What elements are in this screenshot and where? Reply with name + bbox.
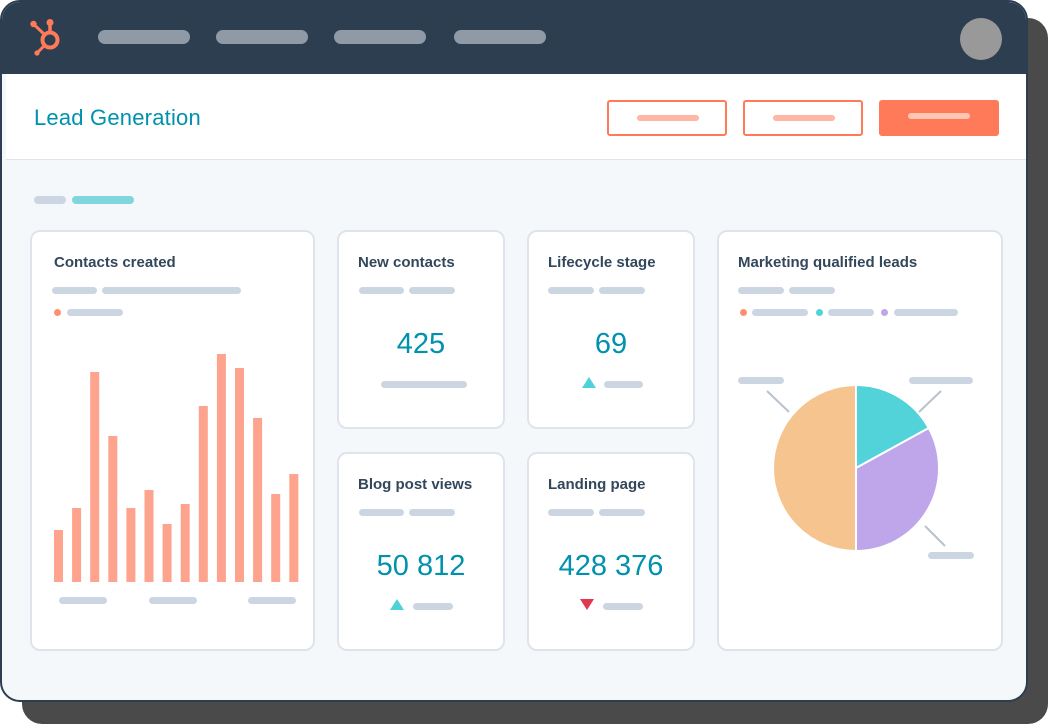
nav-item-2[interactable]: [216, 30, 308, 44]
triangle-down-icon: [580, 599, 594, 610]
bar-1: [54, 530, 63, 582]
mql-card: Marketing qualified leads: [717, 230, 1003, 651]
trend-label-placeholder: [603, 603, 643, 610]
metric-value: 428 376: [558, 550, 664, 582]
button-label-placeholder: [637, 115, 699, 121]
hubspot-sprocket-icon[interactable]: [28, 18, 66, 56]
bar-3: [90, 372, 100, 582]
bar-9: [198, 406, 208, 582]
subtitle-placeholder: [409, 509, 455, 516]
legend-dot-orange: [740, 309, 747, 316]
legend-dot-purple: [881, 309, 888, 316]
pie-callout-label-placeholder: [909, 377, 973, 384]
x-axis-label-placeholder: [149, 597, 197, 604]
breadcrumb-segment-active[interactable]: [72, 196, 134, 204]
bar-12: [253, 418, 263, 582]
trend-label-placeholder: [604, 381, 643, 388]
metric-value: 425: [396, 328, 446, 360]
card-title: Landing page: [548, 476, 646, 493]
metric-caption-placeholder: [381, 381, 467, 388]
bar-14: [289, 474, 299, 582]
pie-callout-line: [924, 525, 946, 547]
subtitle-placeholder: [548, 287, 594, 294]
bar-11: [235, 368, 244, 582]
subtitle-placeholder: [102, 287, 241, 294]
lifecycle-stage-card: Lifecycle stage 69: [527, 230, 695, 429]
subtitle-placeholder: [738, 287, 784, 294]
pie-callout-label-placeholder: [928, 552, 974, 559]
app-window: Lead Generation Contacts created New con…: [0, 0, 1028, 702]
subtitle-placeholder: [789, 287, 835, 294]
header-button-1[interactable]: [607, 100, 727, 136]
triangle-up-icon: [582, 377, 596, 388]
mql-pie-chart: [766, 383, 946, 553]
top-navigation-bar: [2, 2, 1026, 74]
card-title: New contacts: [358, 254, 455, 271]
breadcrumb-segment-1[interactable]: [34, 196, 66, 204]
header-primary-button[interactable]: [879, 100, 999, 136]
bar-13: [271, 494, 281, 582]
triangle-up-icon: [390, 599, 404, 610]
pie-callout-line: [766, 390, 790, 413]
card-title: Blog post views: [358, 476, 473, 493]
legend-dot-teal: [816, 309, 823, 316]
page-header: Lead Generation: [6, 74, 1026, 160]
bar-4: [108, 436, 118, 582]
subtitle-placeholder: [548, 509, 594, 516]
pie-callout-label-placeholder: [738, 377, 784, 384]
pie-slice-2: [855, 426, 940, 553]
pie-slice-1: [855, 383, 931, 470]
contacts-created-card: Contacts created: [30, 230, 315, 651]
subtitle-placeholder: [359, 509, 404, 516]
legend-label-placeholder: [67, 309, 123, 316]
pie-callout-line: [918, 390, 942, 413]
pie-slice-3: [772, 383, 857, 553]
card-title: Marketing qualified leads: [738, 254, 918, 271]
legend-label-placeholder: [828, 309, 874, 316]
user-avatar[interactable]: [960, 18, 1002, 60]
nav-item-3[interactable]: [334, 30, 426, 44]
button-label-placeholder: [773, 115, 835, 121]
nav-item-4[interactable]: [454, 30, 546, 44]
subtitle-placeholder: [409, 287, 455, 294]
x-axis-label-placeholder: [248, 597, 296, 604]
subtitle-placeholder: [599, 287, 645, 294]
contacts-bar-chart: [54, 354, 299, 582]
card-title: Lifecycle stage: [548, 254, 656, 271]
legend-dot: [54, 309, 61, 316]
bar-5: [126, 508, 136, 582]
bar-2: [72, 508, 82, 582]
subtitle-placeholder: [359, 287, 404, 294]
landing-page-card: Landing page 428 376: [527, 452, 695, 651]
x-axis-label-placeholder: [59, 597, 107, 604]
metric-value: 50 812: [376, 550, 466, 582]
bar-6: [144, 490, 154, 582]
bar-8: [180, 504, 190, 582]
legend-label-placeholder: [752, 309, 808, 316]
legend-label-placeholder: [894, 309, 958, 316]
bar-7: [162, 524, 172, 582]
card-title: Contacts created: [54, 254, 176, 271]
button-label-placeholder: [908, 113, 970, 119]
blog-post-views-card: Blog post views 50 812: [337, 452, 505, 651]
trend-label-placeholder: [413, 603, 453, 610]
page-title: Lead Generation: [34, 105, 201, 130]
nav-item-1[interactable]: [98, 30, 190, 44]
subtitle-placeholder: [52, 287, 97, 294]
metric-value: 69: [594, 328, 628, 360]
header-button-2[interactable]: [743, 100, 863, 136]
subtitle-placeholder: [599, 509, 645, 516]
new-contacts-card: New contacts 425: [337, 230, 505, 429]
bar-10: [216, 354, 226, 582]
